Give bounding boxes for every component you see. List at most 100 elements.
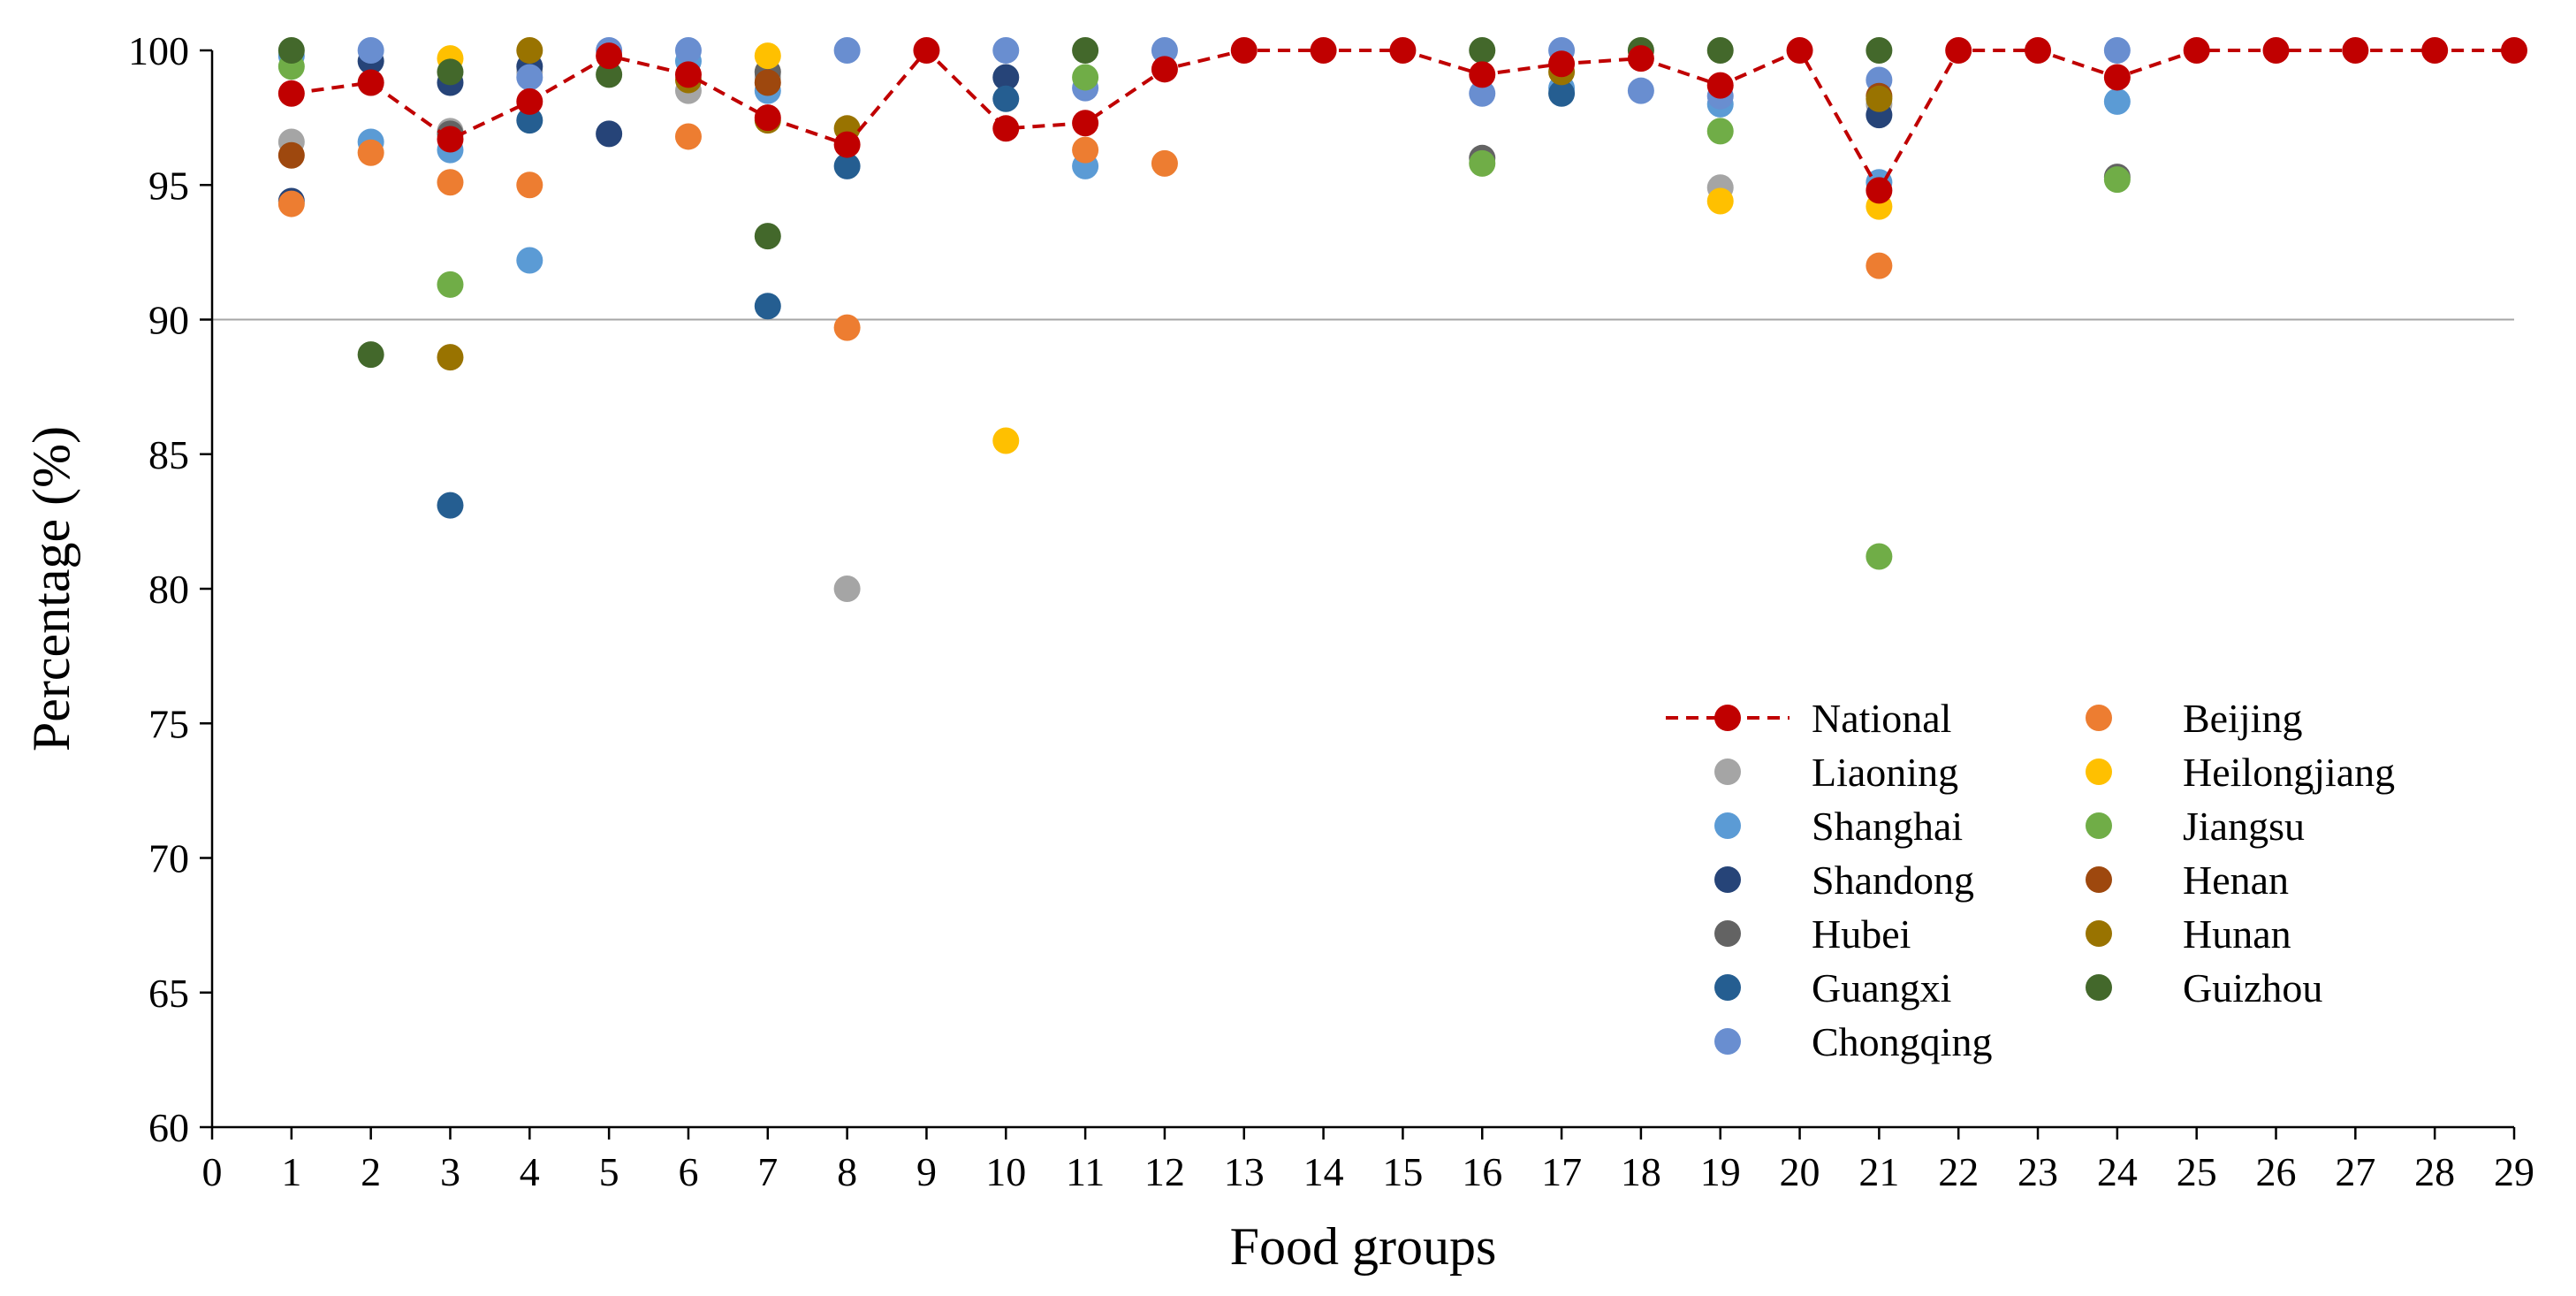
series-shanghai bbox=[277, 42, 2131, 274]
legend-marker-swatch bbox=[1714, 866, 1741, 893]
hunan-point bbox=[437, 344, 464, 371]
legend-item-henan: Henan bbox=[2086, 858, 2289, 903]
beijing-point bbox=[833, 314, 861, 341]
guangxi-point bbox=[992, 85, 1020, 112]
shandong-point bbox=[992, 64, 1020, 91]
beijing-point bbox=[437, 169, 464, 196]
beijing-point bbox=[1072, 136, 1099, 164]
chongqing-point bbox=[1151, 37, 1178, 64]
legend-item-beijing: Beijing bbox=[2086, 696, 2302, 741]
legend-item-hubei: Hubei bbox=[1714, 911, 1911, 957]
chongqing-point bbox=[1627, 77, 1654, 104]
series-national bbox=[277, 37, 2527, 204]
legend-item-heilongjiang: Heilongjiang bbox=[2086, 750, 2395, 795]
jiangsu-point bbox=[1706, 118, 1734, 145]
shanghai-point bbox=[2103, 88, 2131, 115]
beijing-point bbox=[357, 139, 384, 166]
legend-label: Shandong bbox=[1812, 858, 1974, 903]
x-tick-label: 20 bbox=[1780, 1149, 1820, 1194]
beijing-point bbox=[1866, 252, 1893, 279]
legend-label: Shanghai bbox=[1812, 804, 1963, 849]
liaoning-point bbox=[833, 576, 861, 602]
legend-marker-swatch bbox=[2086, 812, 2112, 839]
x-tick-label: 0 bbox=[202, 1149, 223, 1194]
guizhou-point bbox=[437, 58, 464, 86]
jiangsu-point bbox=[437, 271, 464, 298]
x-tick-label: 8 bbox=[837, 1149, 857, 1194]
guizhou-point bbox=[357, 341, 384, 369]
chongqing-point bbox=[516, 64, 543, 91]
legend-marker-swatch bbox=[1714, 974, 1741, 1001]
jiangsu-point bbox=[2103, 166, 2131, 194]
legend-label: Heilongjiang bbox=[2183, 750, 2395, 795]
national-point bbox=[2183, 37, 2210, 64]
y-tick-label: 85 bbox=[148, 432, 189, 477]
chongqing-point bbox=[2103, 37, 2131, 64]
series-heilongjiang bbox=[437, 42, 1893, 454]
y-tick-label: 90 bbox=[148, 298, 189, 343]
guizhou-point bbox=[596, 61, 623, 88]
y-tick-label: 70 bbox=[148, 836, 189, 881]
national-point bbox=[2501, 37, 2527, 64]
shandong-point bbox=[596, 120, 623, 148]
national-point bbox=[1627, 45, 1654, 72]
guangxi-point bbox=[754, 293, 781, 320]
legend-marker-swatch bbox=[1714, 920, 1741, 947]
beijing-point bbox=[516, 172, 543, 199]
national-point bbox=[1389, 37, 1417, 64]
legend-item-shandong: Shandong bbox=[1714, 858, 1974, 903]
legend-label: Guangxi bbox=[1812, 965, 1951, 1010]
guizhou-point bbox=[1706, 37, 1734, 64]
beijing-point bbox=[674, 123, 702, 150]
x-tick-label: 18 bbox=[1621, 1149, 1661, 1194]
legend-label: Hunan bbox=[2183, 911, 2291, 957]
x-tick-label: 21 bbox=[1858, 1149, 1899, 1194]
chongqing-point bbox=[674, 37, 702, 64]
chongqing-point bbox=[833, 37, 861, 64]
shanghai-point bbox=[516, 247, 543, 274]
x-axis-title: Food groups bbox=[1230, 1217, 1497, 1276]
series-guizhou bbox=[277, 37, 1893, 369]
national-point bbox=[2421, 37, 2449, 64]
national-point bbox=[1151, 56, 1178, 83]
x-tick-label: 27 bbox=[2335, 1149, 2375, 1194]
legend: National Liaoning Shanghai Shandong Hubei Gua… bbox=[1666, 696, 2395, 1064]
legend-item-shanghai: Shanghai bbox=[1714, 804, 1963, 849]
national-point bbox=[2342, 37, 2369, 64]
national-point bbox=[1866, 177, 1893, 204]
national-point bbox=[1072, 110, 1099, 137]
x-tick-label: 2 bbox=[361, 1149, 381, 1194]
legend-marker-swatch bbox=[1714, 759, 1741, 785]
y-tick-label: 95 bbox=[148, 163, 189, 208]
guizhou-point bbox=[1866, 37, 1893, 64]
guangxi-point bbox=[437, 492, 464, 519]
legend-label: Liaoning bbox=[1812, 750, 1958, 795]
guizhou-point bbox=[754, 223, 781, 250]
heilongjiang-point bbox=[1706, 187, 1734, 215]
guizhou-point bbox=[1469, 37, 1496, 64]
national-point bbox=[1469, 61, 1496, 88]
national-point bbox=[674, 61, 702, 88]
legend-marker-swatch bbox=[1714, 1028, 1741, 1055]
series-hunan bbox=[437, 37, 1893, 371]
national-point bbox=[437, 126, 464, 153]
x-tick-label: 7 bbox=[757, 1149, 778, 1194]
legend-marker-swatch bbox=[1714, 812, 1741, 839]
y-tick-label: 75 bbox=[148, 701, 189, 746]
x-tick-label: 17 bbox=[1541, 1149, 1582, 1194]
legend-label: Hubei bbox=[1812, 911, 1911, 957]
x-tick-label: 26 bbox=[2256, 1149, 2297, 1194]
x-tick-label: 19 bbox=[1700, 1149, 1741, 1194]
legend-label: Guizhou bbox=[2183, 965, 2322, 1010]
national-point bbox=[2262, 37, 2290, 64]
national-point bbox=[357, 69, 384, 96]
chongqing-point bbox=[357, 37, 384, 64]
national-point bbox=[277, 80, 305, 107]
x-tick-label: 15 bbox=[1382, 1149, 1423, 1194]
national-point bbox=[1706, 72, 1734, 99]
x-tick-label: 11 bbox=[1066, 1149, 1105, 1194]
x-tick-label: 29 bbox=[2494, 1149, 2534, 1194]
x-tick-label: 13 bbox=[1224, 1149, 1265, 1194]
